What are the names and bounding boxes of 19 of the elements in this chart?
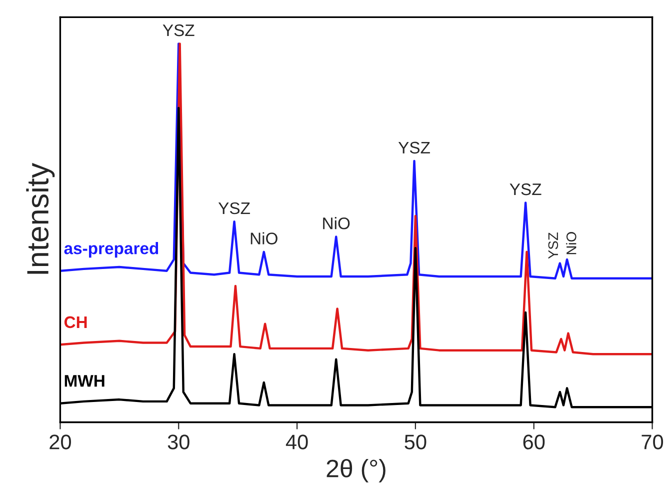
y-axis-title: Intensity [26, 162, 55, 274]
x-axis-title: 2θ (°) [326, 459, 386, 482]
x-tick-label: 70 [642, 434, 664, 450]
x-tick-label: 40 [286, 434, 308, 450]
annotation: NiO [250, 232, 278, 244]
annotation: YSZ [548, 232, 558, 259]
annotation: YSZ [510, 183, 542, 196]
x-tick-label: 30 [168, 434, 190, 450]
series-label: CH [64, 316, 87, 328]
annotation: NiO [566, 232, 576, 254]
x-tick-label: 60 [523, 434, 545, 450]
annotation: YSZ [218, 202, 250, 214]
series-label: MWH [64, 375, 104, 387]
annotation: YSZ [162, 24, 194, 36]
x-tick-label: 50 [404, 434, 426, 450]
series-label: as-prepared [64, 242, 158, 258]
x-tick-label: 20 [50, 434, 71, 450]
annotation: NiO [323, 217, 350, 230]
annotation: YSZ [398, 142, 430, 154]
